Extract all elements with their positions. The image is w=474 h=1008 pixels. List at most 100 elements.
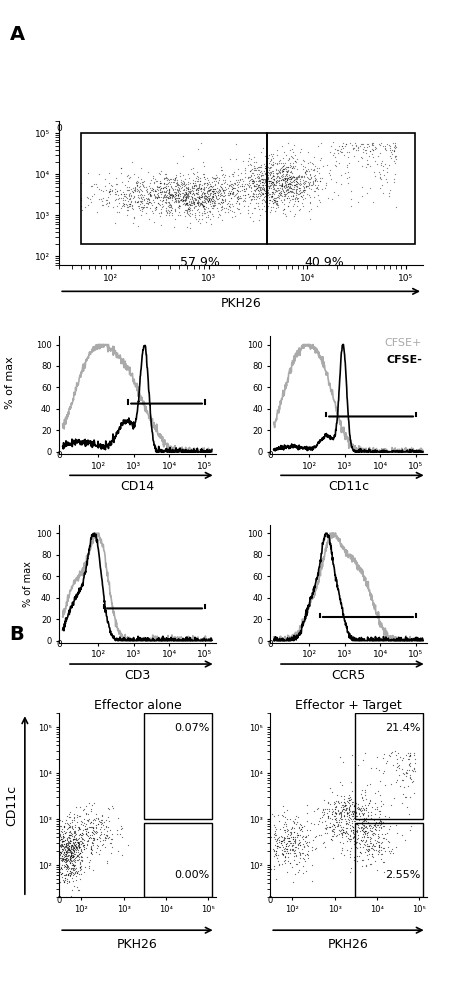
Point bbox=[366, 143, 374, 159]
Point bbox=[301, 169, 308, 185]
Point bbox=[210, 200, 217, 216]
Point bbox=[63, 837, 70, 853]
Point bbox=[68, 849, 75, 865]
Point bbox=[265, 174, 273, 191]
Point bbox=[57, 844, 64, 860]
Point bbox=[247, 178, 255, 195]
Point bbox=[268, 806, 276, 823]
Bar bbox=[144, 714, 212, 820]
Point bbox=[289, 831, 296, 847]
Point bbox=[312, 171, 320, 187]
Point bbox=[146, 184, 154, 201]
Point bbox=[158, 193, 165, 209]
Point bbox=[391, 148, 399, 164]
Point bbox=[128, 188, 135, 205]
Point bbox=[102, 828, 110, 844]
Point bbox=[224, 185, 232, 202]
Point bbox=[301, 159, 309, 175]
Point bbox=[91, 811, 98, 828]
Point bbox=[233, 173, 240, 190]
Point bbox=[285, 830, 292, 846]
Point bbox=[330, 184, 337, 201]
Point bbox=[62, 840, 70, 856]
Point bbox=[73, 848, 81, 864]
Point bbox=[202, 191, 210, 207]
Point bbox=[269, 150, 277, 166]
Point bbox=[349, 805, 357, 822]
Point bbox=[349, 807, 356, 824]
Point bbox=[55, 863, 63, 879]
Point bbox=[127, 196, 134, 212]
Point bbox=[68, 864, 75, 880]
Point bbox=[198, 206, 206, 222]
Point bbox=[293, 827, 301, 843]
Point bbox=[179, 166, 187, 182]
Point bbox=[295, 202, 303, 218]
Point bbox=[279, 797, 287, 813]
Point bbox=[159, 188, 167, 205]
Point bbox=[371, 141, 379, 157]
Point bbox=[393, 759, 401, 775]
Point bbox=[109, 840, 116, 856]
Point bbox=[375, 835, 383, 851]
Point bbox=[141, 199, 148, 215]
Point bbox=[146, 184, 154, 201]
Point bbox=[137, 190, 145, 206]
Point bbox=[358, 820, 366, 836]
Point bbox=[82, 804, 90, 821]
Point bbox=[351, 842, 359, 858]
Point bbox=[283, 829, 291, 845]
Point bbox=[337, 823, 345, 839]
Point bbox=[179, 184, 187, 201]
Point bbox=[281, 180, 289, 197]
Point bbox=[236, 171, 243, 187]
Point bbox=[281, 187, 289, 204]
Point bbox=[379, 765, 387, 781]
Point bbox=[319, 801, 327, 817]
Point bbox=[277, 178, 285, 195]
Point bbox=[338, 827, 346, 843]
Point bbox=[163, 208, 170, 224]
Point bbox=[365, 137, 373, 153]
Point bbox=[289, 165, 296, 181]
Point bbox=[52, 838, 59, 854]
Point bbox=[328, 823, 336, 839]
Point bbox=[373, 156, 380, 172]
Point bbox=[286, 182, 294, 199]
Point bbox=[208, 182, 216, 199]
Point bbox=[206, 178, 213, 195]
Point bbox=[285, 169, 292, 185]
Point bbox=[280, 835, 287, 851]
Point bbox=[363, 142, 370, 158]
Point bbox=[61, 840, 69, 856]
Point bbox=[291, 811, 299, 828]
Point bbox=[282, 176, 290, 193]
Point bbox=[330, 816, 337, 833]
Point bbox=[70, 849, 77, 865]
Point bbox=[281, 855, 289, 871]
Point bbox=[288, 841, 296, 857]
Point bbox=[266, 173, 273, 190]
Point bbox=[303, 863, 310, 879]
Point bbox=[207, 181, 214, 198]
Point bbox=[201, 187, 208, 204]
Point bbox=[381, 843, 389, 859]
Point bbox=[232, 136, 239, 152]
Point bbox=[274, 167, 282, 183]
Point bbox=[219, 198, 226, 214]
Point bbox=[80, 837, 88, 853]
Point bbox=[175, 181, 183, 198]
Point bbox=[153, 177, 161, 194]
Point bbox=[170, 187, 177, 204]
Point bbox=[212, 190, 219, 206]
Point bbox=[255, 181, 262, 198]
Point bbox=[348, 137, 356, 153]
Point bbox=[173, 175, 181, 192]
Point bbox=[399, 765, 407, 781]
Point bbox=[106, 823, 113, 839]
Point bbox=[53, 832, 61, 848]
Point bbox=[282, 165, 290, 181]
Point bbox=[346, 792, 354, 808]
Point bbox=[173, 191, 180, 207]
Point bbox=[284, 159, 292, 175]
